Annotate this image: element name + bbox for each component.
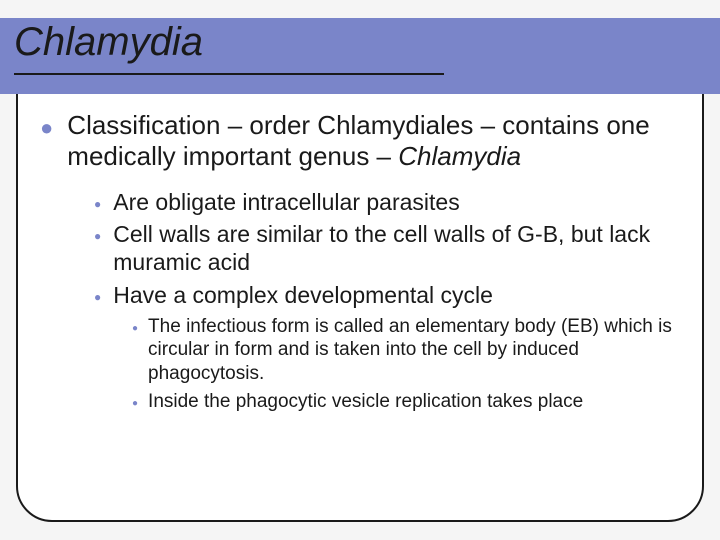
level2-text: Cell walls are similar to the cell walls… (113, 220, 680, 276)
bullet-icon: ● (94, 197, 101, 212)
title-underline (14, 73, 444, 75)
bullet-icon: ● (132, 398, 138, 411)
list-item: ● The infectious form is called an eleme… (132, 315, 680, 386)
level3-text: Inside the phagocytic vesicle replicatio… (148, 390, 583, 414)
level1-text: Classification – order Chlamydiales – co… (67, 110, 680, 172)
bullet-icon: ● (132, 323, 138, 336)
slide-content: ● Classification – order Chlamydiales – … (40, 110, 680, 418)
level1-pre: Classification – order Chlamydiales – co… (67, 110, 649, 171)
bullet-icon: ● (94, 290, 101, 305)
level2-text: Are obligate intracellular parasites (113, 188, 459, 216)
level2-list: ● Are obligate intracellular parasites ●… (94, 188, 680, 413)
level2-text: Have a complex developmental cycle (113, 281, 493, 309)
list-item: ● Inside the phagocytic vesicle replicat… (132, 390, 680, 414)
list-item: ● Have a complex developmental cycle (94, 281, 680, 309)
list-item: ● Are obligate intracellular parasites (94, 188, 680, 216)
slide-title: Chlamydia (14, 20, 203, 65)
title-band: Chlamydia (0, 18, 720, 94)
list-item: ● Classification – order Chlamydiales – … (40, 110, 680, 172)
bullet-icon: ● (94, 229, 101, 244)
list-item: ● Cell walls are similar to the cell wal… (94, 220, 680, 276)
level3-text: The infectious form is called an element… (148, 315, 680, 386)
level1-italic: Chlamydia (398, 141, 521, 171)
level3-list: ● The infectious form is called an eleme… (132, 315, 680, 414)
bullet-icon: ● (40, 115, 53, 141)
